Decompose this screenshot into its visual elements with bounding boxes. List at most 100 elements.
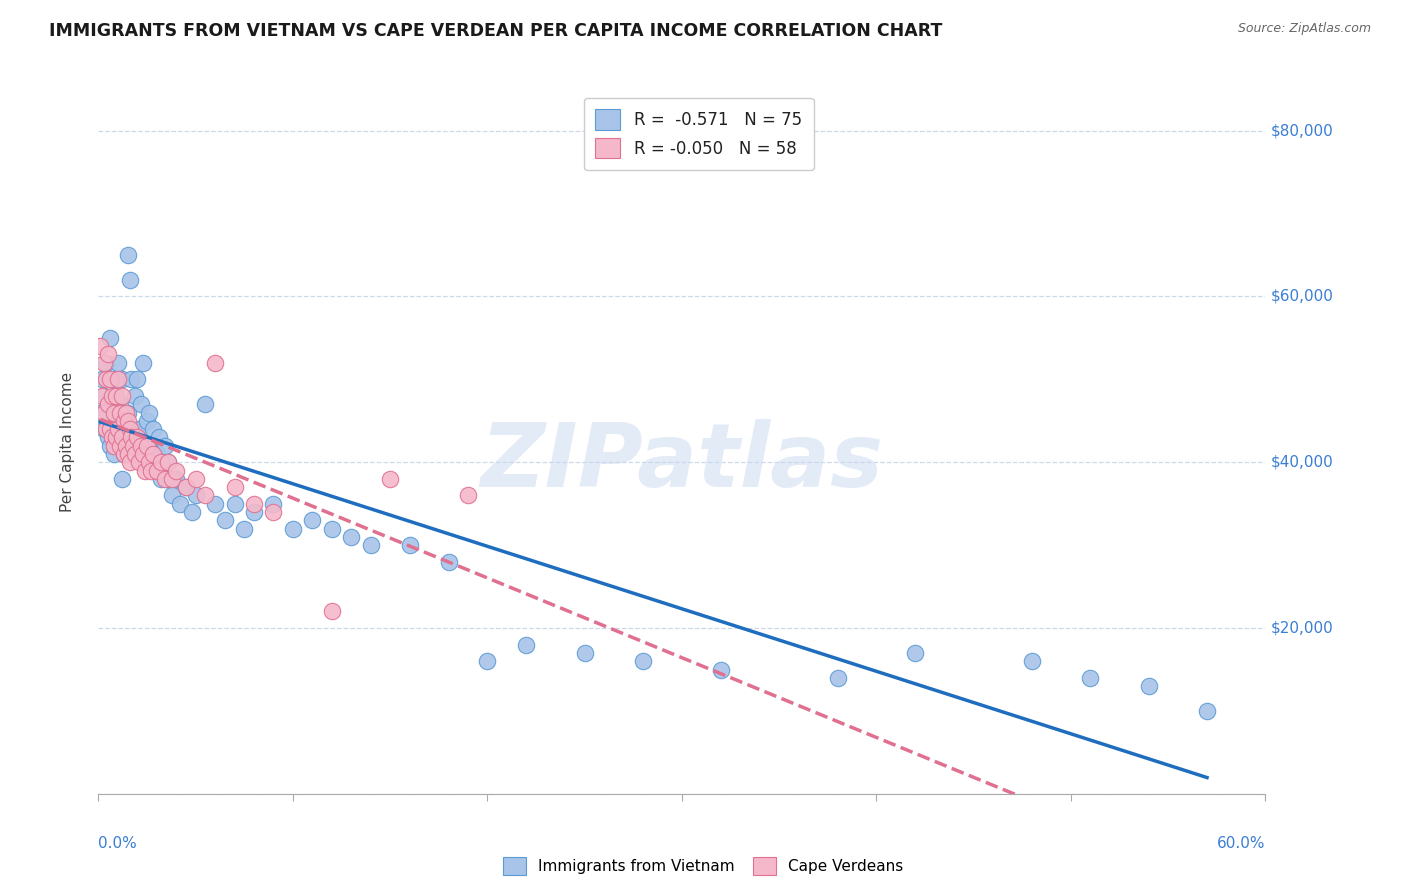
- Point: [97, 430, 120, 444]
- Point: [184, 488, 207, 502]
- Point: [132, 447, 155, 461]
- Point: [204, 497, 226, 511]
- Point: [301, 513, 323, 527]
- Point: [155, 472, 177, 486]
- Point: [122, 422, 145, 436]
- Text: IMMIGRANTS FROM VIETNAM VS CAPE VERDEAN PER CAPITA INCOME CORRELATION CHART: IMMIGRANTS FROM VIETNAM VS CAPE VERDEAN …: [49, 22, 942, 40]
- Point: [103, 447, 125, 461]
- Point: [169, 497, 191, 511]
- Point: [321, 522, 343, 536]
- Point: [1080, 671, 1102, 685]
- Point: [194, 397, 217, 411]
- Point: [96, 356, 118, 370]
- Point: [96, 372, 118, 386]
- Text: 0.0%: 0.0%: [98, 836, 138, 851]
- Point: [97, 397, 120, 411]
- Text: $80,000: $80,000: [1271, 123, 1334, 138]
- Point: [142, 447, 165, 461]
- Point: [121, 430, 143, 444]
- Point: [104, 389, 127, 403]
- Point: [380, 472, 402, 486]
- Point: [98, 422, 121, 436]
- Point: [127, 430, 149, 444]
- Point: [574, 646, 596, 660]
- Point: [117, 447, 139, 461]
- Text: $20,000: $20,000: [1271, 621, 1334, 636]
- Point: [174, 480, 197, 494]
- Point: [104, 430, 127, 444]
- Point: [214, 513, 236, 527]
- Point: [118, 422, 141, 436]
- Point: [631, 654, 654, 668]
- Point: [142, 422, 165, 436]
- Text: 60.0%: 60.0%: [1218, 836, 1265, 851]
- Text: $60,000: $60,000: [1271, 289, 1334, 304]
- Point: [827, 671, 849, 685]
- Text: ZIPatlas: ZIPatlas: [481, 419, 883, 506]
- Point: [157, 455, 180, 469]
- Point: [118, 273, 141, 287]
- Point: [96, 422, 118, 436]
- Point: [129, 397, 152, 411]
- Point: [437, 555, 460, 569]
- Text: Source: ZipAtlas.com: Source: ZipAtlas.com: [1237, 22, 1371, 36]
- Point: [101, 430, 124, 444]
- Point: [146, 447, 169, 461]
- Point: [1021, 654, 1043, 668]
- Point: [146, 464, 169, 478]
- Text: $40,000: $40,000: [1271, 455, 1334, 470]
- Point: [477, 654, 499, 668]
- Point: [139, 464, 162, 478]
- Point: [224, 480, 246, 494]
- Point: [103, 405, 125, 419]
- Point: [98, 331, 121, 345]
- Point: [129, 439, 152, 453]
- Point: [138, 405, 160, 419]
- Point: [101, 422, 124, 436]
- Point: [103, 439, 125, 453]
- Point: [153, 439, 176, 453]
- Point: [91, 372, 114, 386]
- Point: [108, 405, 131, 419]
- Point: [1137, 679, 1160, 693]
- Point: [122, 439, 145, 453]
- Point: [108, 439, 131, 453]
- Point: [340, 530, 363, 544]
- Point: [104, 430, 127, 444]
- Point: [111, 472, 134, 486]
- Point: [904, 646, 927, 660]
- Point: [321, 605, 343, 619]
- Point: [262, 497, 284, 511]
- Point: [124, 447, 146, 461]
- Point: [107, 372, 129, 386]
- Point: [262, 505, 284, 519]
- Point: [114, 430, 136, 444]
- Point: [710, 663, 733, 677]
- Point: [117, 248, 139, 262]
- Point: [162, 488, 184, 502]
- Legend: Immigrants from Vietnam, Cape Verdeans: Immigrants from Vietnam, Cape Verdeans: [498, 852, 908, 880]
- Point: [107, 422, 129, 436]
- Point: [111, 389, 134, 403]
- Point: [243, 497, 266, 511]
- Point: [165, 472, 187, 486]
- Point: [139, 439, 162, 453]
- Point: [1195, 704, 1218, 718]
- Point: [180, 505, 202, 519]
- Point: [136, 439, 159, 453]
- Point: [134, 464, 156, 478]
- Point: [111, 430, 134, 444]
- Point: [138, 455, 160, 469]
- Point: [149, 472, 172, 486]
- Point: [112, 414, 135, 428]
- Point: [243, 505, 266, 519]
- Point: [157, 455, 180, 469]
- Point: [124, 389, 146, 403]
- Point: [457, 488, 479, 502]
- Point: [93, 389, 115, 403]
- Point: [121, 372, 143, 386]
- Point: [103, 389, 125, 403]
- Point: [98, 372, 121, 386]
- Point: [98, 439, 121, 453]
- Point: [165, 464, 187, 478]
